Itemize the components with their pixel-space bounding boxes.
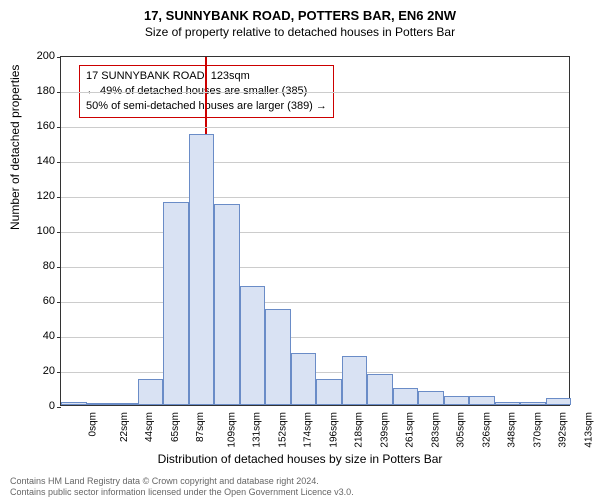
grid-line bbox=[61, 162, 569, 163]
x-tick-label: 326sqm bbox=[481, 412, 492, 448]
histogram-bar bbox=[393, 388, 419, 406]
plot-area: 17 SUNNYBANK ROAD: 123sqm← 49% of detach… bbox=[60, 56, 570, 406]
y-tick-label: 20 bbox=[43, 365, 55, 377]
grid-line bbox=[61, 232, 569, 233]
grid-line bbox=[61, 337, 569, 338]
x-tick-label: 370sqm bbox=[532, 412, 543, 448]
x-tick-label: 152sqm bbox=[277, 412, 288, 448]
y-tick-label: 160 bbox=[37, 120, 55, 132]
grid-line bbox=[61, 127, 569, 128]
chart-title: 17, SUNNYBANK ROAD, POTTERS BAR, EN6 2NW bbox=[0, 0, 600, 23]
x-tick-label: 196sqm bbox=[328, 412, 339, 448]
histogram-bar bbox=[469, 396, 495, 405]
y-tick-label: 60 bbox=[43, 295, 55, 307]
y-tick-label: 140 bbox=[37, 155, 55, 167]
chart-subtitle: Size of property relative to detached ho… bbox=[0, 23, 600, 45]
histogram-bar bbox=[520, 402, 546, 406]
histogram-bar bbox=[546, 398, 572, 405]
grid-line bbox=[61, 302, 569, 303]
y-tick-label: 0 bbox=[49, 400, 55, 412]
footer-line-2: Contains public sector information licen… bbox=[10, 487, 354, 498]
x-axis-label: Distribution of detached houses by size … bbox=[0, 452, 600, 466]
x-tick-label: 0sqm bbox=[87, 412, 98, 436]
y-tick-label: 100 bbox=[37, 225, 55, 237]
y-tick-mark bbox=[57, 162, 61, 163]
histogram-bar bbox=[87, 403, 113, 405]
histogram-bar bbox=[444, 396, 470, 405]
x-tick-label: 131sqm bbox=[252, 412, 263, 448]
y-tick-label: 180 bbox=[37, 85, 55, 97]
footer-text: Contains HM Land Registry data © Crown c… bbox=[10, 476, 354, 498]
y-axis-label: Number of detached properties bbox=[8, 65, 22, 230]
histogram-bar bbox=[367, 374, 393, 406]
histogram-bar bbox=[138, 379, 164, 405]
x-tick-label: 65sqm bbox=[170, 412, 181, 442]
histogram-bar bbox=[316, 379, 342, 405]
x-tick-label: 109sqm bbox=[226, 412, 237, 448]
y-tick-mark bbox=[57, 267, 61, 268]
y-tick-mark bbox=[57, 302, 61, 303]
x-tick-label: 44sqm bbox=[144, 412, 155, 442]
y-tick-label: 120 bbox=[37, 190, 55, 202]
y-tick-mark bbox=[57, 337, 61, 338]
histogram-bar bbox=[61, 402, 87, 406]
y-tick-label: 40 bbox=[43, 330, 55, 342]
y-tick-mark bbox=[57, 372, 61, 373]
histogram-bar bbox=[214, 204, 240, 405]
histogram-bar bbox=[112, 403, 138, 405]
histogram-bar bbox=[291, 353, 317, 406]
x-tick-label: 22sqm bbox=[119, 412, 130, 442]
x-tick-label: 261sqm bbox=[405, 412, 416, 448]
grid-line bbox=[61, 197, 569, 198]
histogram-bar bbox=[418, 391, 444, 405]
histogram-bar bbox=[240, 286, 266, 405]
x-tick-label: 283sqm bbox=[430, 412, 441, 448]
x-tick-label: 392sqm bbox=[558, 412, 569, 448]
chart-container: 17, SUNNYBANK ROAD, POTTERS BAR, EN6 2NW… bbox=[0, 0, 600, 500]
grid-line bbox=[61, 92, 569, 93]
histogram-bar bbox=[265, 309, 291, 405]
x-tick-label: 218sqm bbox=[354, 412, 365, 448]
histogram-bar bbox=[495, 402, 521, 406]
y-tick-label: 80 bbox=[43, 260, 55, 272]
histogram-bar bbox=[189, 134, 215, 405]
y-tick-mark bbox=[57, 127, 61, 128]
y-tick-mark bbox=[57, 92, 61, 93]
y-tick-label: 200 bbox=[37, 50, 55, 62]
x-tick-label: 87sqm bbox=[195, 412, 206, 442]
histogram-bar bbox=[163, 202, 189, 405]
x-tick-label: 174sqm bbox=[303, 412, 314, 448]
y-tick-mark bbox=[57, 232, 61, 233]
grid-line bbox=[61, 267, 569, 268]
histogram-bar bbox=[342, 356, 368, 405]
y-tick-mark bbox=[57, 407, 61, 408]
footer-line-1: Contains HM Land Registry data © Crown c… bbox=[10, 476, 354, 487]
x-tick-label: 305sqm bbox=[456, 412, 467, 448]
y-tick-mark bbox=[57, 57, 61, 58]
y-tick-mark bbox=[57, 197, 61, 198]
x-tick-label: 239sqm bbox=[379, 412, 390, 448]
x-tick-label: 348sqm bbox=[507, 412, 518, 448]
x-tick-label: 413sqm bbox=[583, 412, 594, 448]
